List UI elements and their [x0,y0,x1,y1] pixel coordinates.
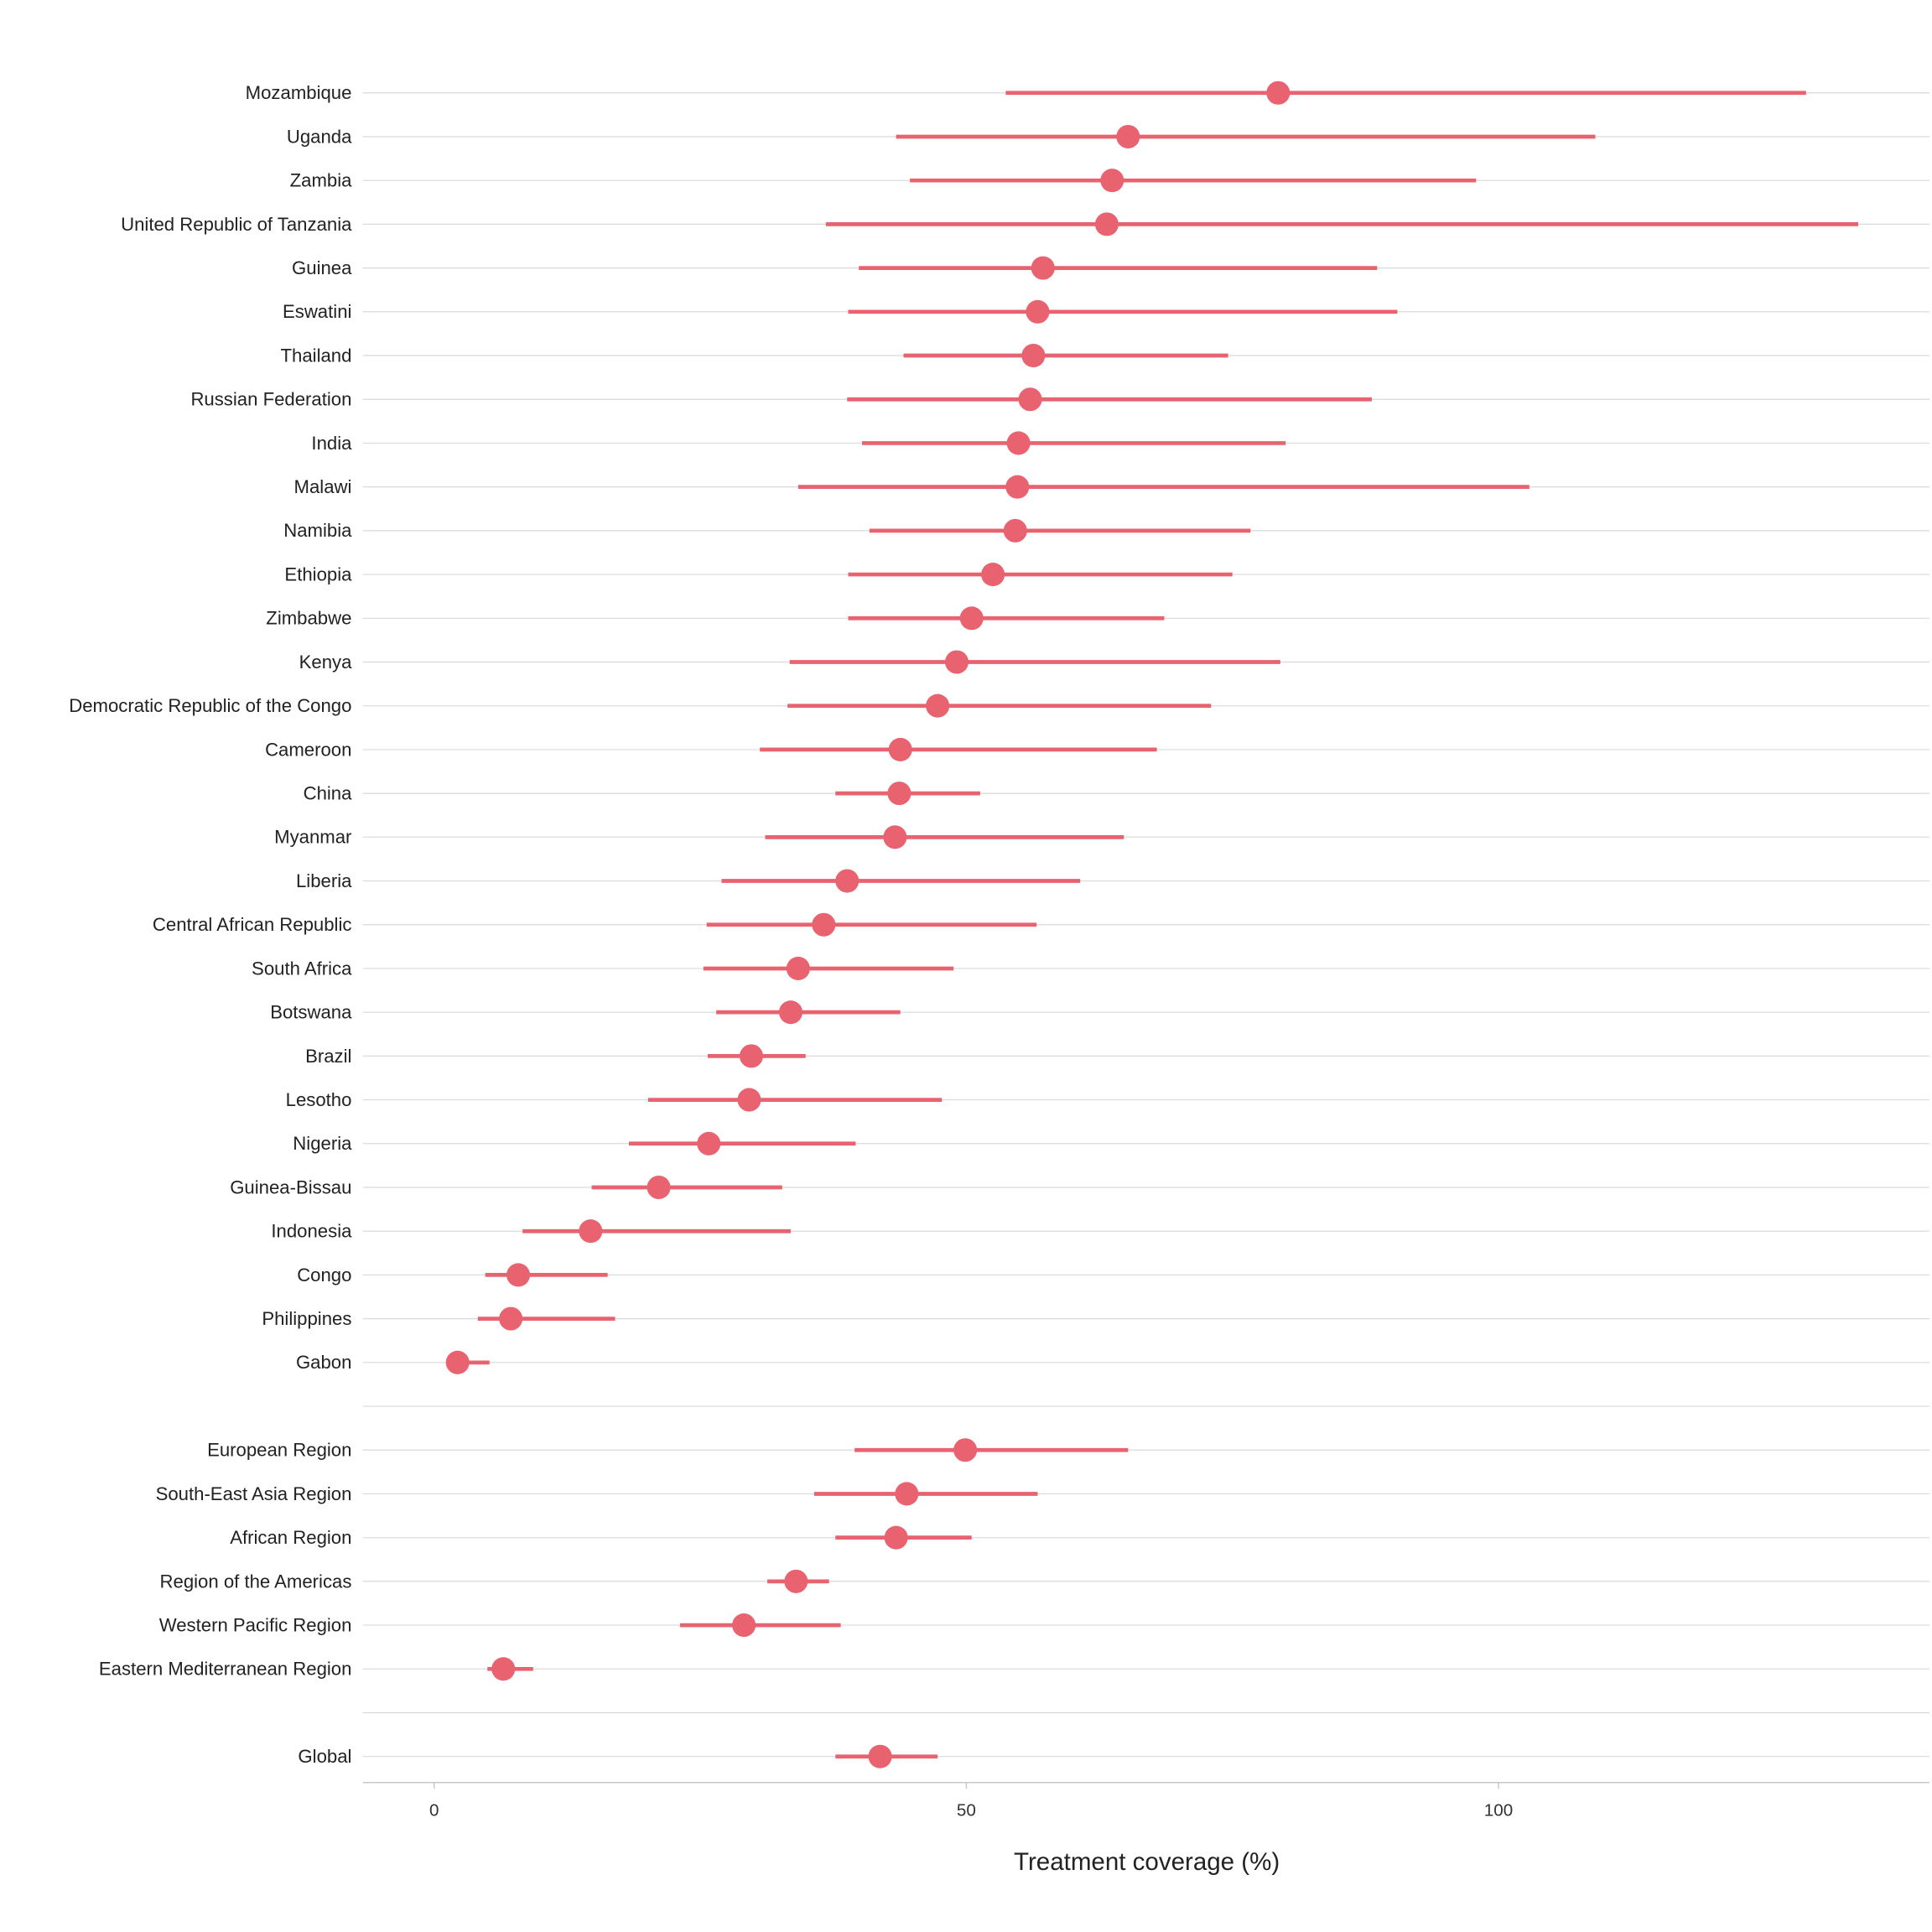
y-label: Mozambique [246,82,352,103]
y-label: Kenya [299,652,352,673]
point-botswana [778,1000,802,1025]
y-label: China [304,783,353,804]
point-global [868,1744,892,1768]
y-label: Eastern Mediterranean Region [99,1659,352,1680]
y-label: Brazil [305,1046,351,1067]
point-african-region [884,1525,908,1550]
y-label: Nigeria [293,1133,352,1154]
point-european-region [953,1438,978,1462]
point-ethiopia [981,563,1005,587]
point-nigeria [697,1131,721,1156]
y-label: Guinea [292,257,352,278]
point-eastern-mediterranean-region [491,1657,516,1681]
point-kenya [944,650,969,674]
point-guinea-bissau [647,1175,671,1200]
point-zambia [1100,169,1124,193]
y-label: Lesotho [286,1089,352,1110]
x-axis: 0 50 100 [362,1781,1930,1820]
y-label: South-East Asia Region [156,1483,352,1504]
point-western-pacific-region [732,1613,756,1638]
y-label: Myanmar [274,827,351,848]
y-label: Gabon [296,1352,351,1373]
point-united-republic-of-tanzania [1094,212,1119,236]
y-label: Zimbabwe [266,608,351,629]
y-label: Uganda [287,126,352,147]
y-label: Zambia [290,170,353,191]
point-south-east-asia-region [895,1482,919,1506]
point-brazil [739,1044,764,1068]
y-label: Russian Federation [190,389,351,410]
x-tick-label: 100 [1484,1801,1513,1820]
point-uganda [1116,124,1140,149]
point-indonesia [579,1219,603,1244]
point-lesotho [737,1088,761,1112]
y-label: Global [298,1746,351,1767]
y-label: Democratic Republic of the Congo [69,695,351,716]
point-liberia [835,869,860,893]
y-label: Congo [297,1265,351,1285]
y-label: African Region [230,1527,351,1548]
x-tick-label: 50 [957,1801,976,1820]
point-eswatini [1026,299,1050,324]
y-axis-labels: Mozambique Uganda Zambia United Republic of… [69,82,352,1767]
y-label: Indonesia [271,1221,352,1242]
y-label: Liberia [296,870,352,891]
y-label: Central African Republic [153,914,352,935]
chart-marks [445,80,1859,1768]
point-malawi [1005,475,1030,499]
point-cameroon [888,737,912,761]
y-label: Philippines [262,1308,351,1329]
y-label: European Region [207,1440,351,1461]
y-label: Botswana [270,1002,352,1023]
y-label: United Republic of Tanzania [121,214,352,235]
point-myanmar [883,825,907,849]
y-label: Thailand [281,345,352,366]
point-russian-federation [1018,387,1042,412]
point-namibia [1003,518,1027,543]
point-india [1006,431,1031,455]
y-label: Region of the Americas [160,1571,352,1592]
point-guinea [1031,256,1055,280]
point-gabon [445,1350,470,1374]
point-philippines [499,1306,523,1331]
y-label: Malawi [294,476,352,497]
x-tick-label: 0 [429,1801,439,1820]
y-label: Guinea-Bissau [230,1176,351,1197]
point-thailand [1021,343,1046,368]
point-china [887,782,911,806]
y-label: Namibia [283,520,352,541]
point-zimbabwe [959,606,984,631]
y-label: India [311,433,352,454]
y-label: Cameroon [265,739,351,760]
point-congo [506,1263,531,1287]
y-label: Ethiopia [284,564,352,584]
point-central-african-republic [812,912,836,937]
point-region-of-the-americas [784,1569,808,1593]
y-label: Eswatini [283,301,351,322]
y-label: Western Pacific Region [159,1614,352,1635]
y-label: South Africa [252,958,352,979]
point-south-africa [786,956,810,980]
gridlines [362,92,1930,1758]
point-mozambique [1266,80,1291,105]
x-axis-title: Treatment coverage (%) [1014,1848,1280,1876]
point-democratic-republic-of-the-congo [926,693,950,718]
